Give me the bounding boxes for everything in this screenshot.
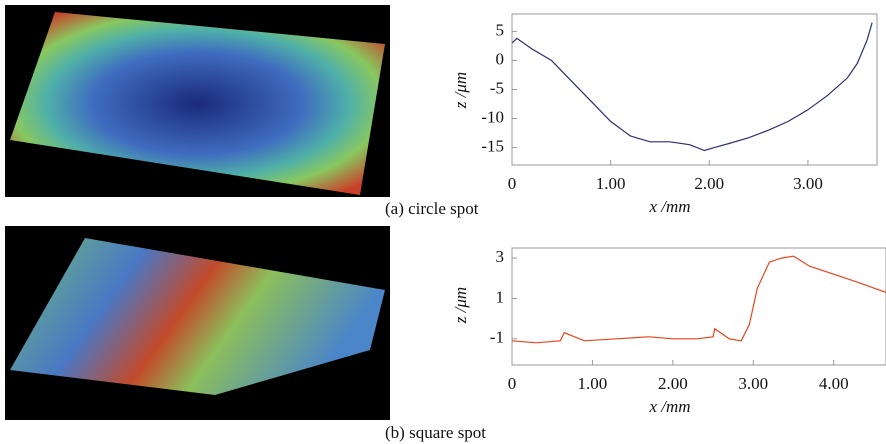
y-tick-label: 5 [496, 20, 505, 39]
y-tick-label: 0 [496, 49, 505, 68]
surface-plot [10, 12, 385, 195]
x-tick-label: 2.00 [694, 174, 724, 193]
y-tick-label: 3 [496, 247, 505, 266]
y-axis-label: z /μm [451, 72, 470, 109]
y-tick-label: 1 [496, 287, 505, 306]
y-tick-label: -1 [490, 328, 504, 347]
y-tick-label: -10 [481, 107, 504, 126]
x-tick-label: 0 [508, 174, 517, 193]
plot-frame [511, 247, 886, 366]
x-tick-label: 0 [508, 374, 517, 393]
x-tick-label: 3.00 [738, 374, 768, 393]
data-line [511, 255, 886, 344]
plot-frame [511, 13, 878, 166]
x-tick-label: 3.00 [793, 174, 823, 193]
y-axis-label: z /μm [451, 287, 470, 324]
x-tick-label: 4.00 [819, 374, 849, 393]
x-axis-label: x /mm [648, 197, 690, 216]
x-tick-label: 1.00 [578, 374, 608, 393]
x-tick-label: 1.00 [596, 174, 626, 193]
caption: (a) circle spot [385, 199, 479, 218]
data-line [511, 22, 873, 152]
surface-plot [10, 238, 385, 395]
x-axis-label: x /mm [648, 397, 690, 416]
x-tick-label: 2.00 [658, 374, 688, 393]
caption: (b) square spot [385, 423, 486, 442]
y-tick-label: -5 [490, 78, 504, 97]
y-tick-label: -15 [481, 136, 504, 155]
